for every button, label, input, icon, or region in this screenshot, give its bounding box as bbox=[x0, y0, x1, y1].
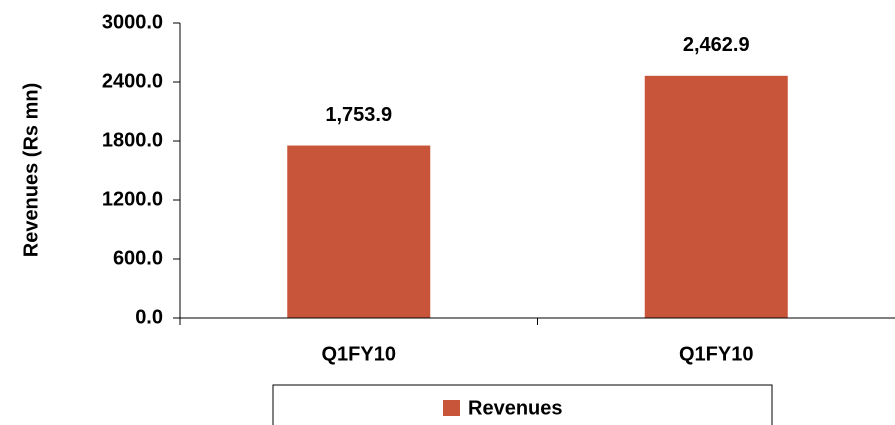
value-label: 1,753.9 bbox=[325, 104, 392, 126]
y-axis-label: Revenues (Rs mn) bbox=[20, 83, 42, 258]
y-tick-label: 0.0 bbox=[135, 306, 163, 328]
y-tick-label: 1800.0 bbox=[102, 129, 163, 151]
y-tick-label: 3000.0 bbox=[102, 11, 163, 33]
x-tick-label: Q1FY10 bbox=[679, 343, 753, 365]
bar bbox=[287, 145, 431, 318]
y-tick-label: 2400.0 bbox=[102, 70, 163, 92]
bar bbox=[644, 75, 788, 318]
value-label: 2,462.9 bbox=[683, 34, 750, 56]
y-tick-label: 600.0 bbox=[113, 247, 163, 269]
x-tick-label: Q1FY10 bbox=[322, 343, 396, 365]
y-tick-label: 1200.0 bbox=[102, 188, 163, 210]
legend-swatch bbox=[443, 400, 460, 416]
legend-label: Revenues bbox=[468, 397, 563, 419]
legend-box bbox=[272, 384, 773, 425]
